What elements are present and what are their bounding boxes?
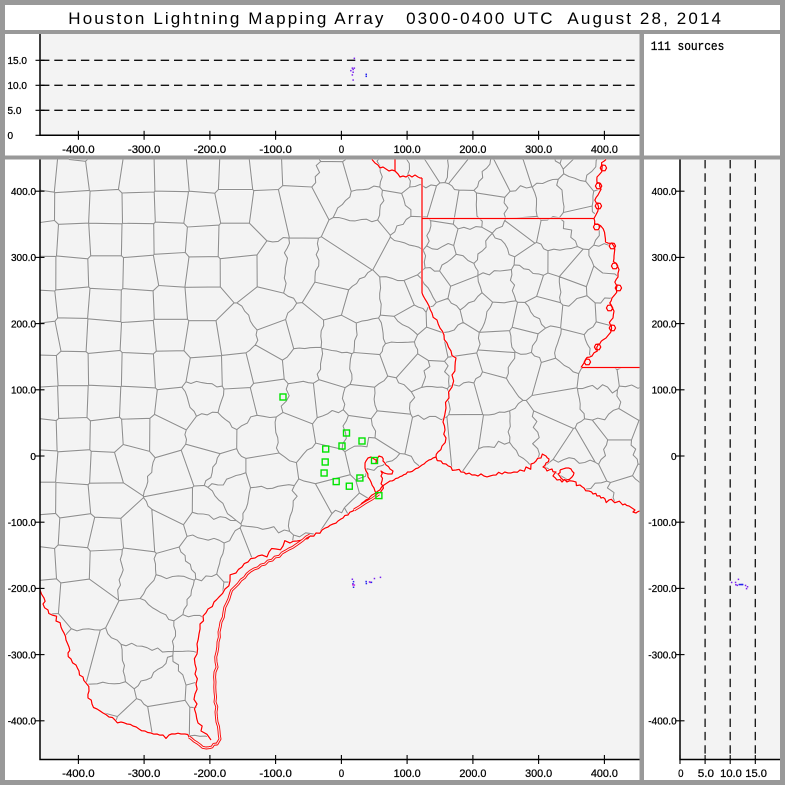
svg-text:-100.0: -100.0 [259,144,292,156]
svg-text:200.0: 200.0 [459,144,486,156]
svg-text:0: 0 [678,768,683,780]
svg-text:0: 0 [671,452,677,463]
svg-text:15.0: 15.0 [745,768,767,780]
svg-text:-100.0: -100.0 [259,768,292,780]
svg-text:100.0: 100.0 [652,386,677,397]
svg-text:Houston Lightning Mapping Arra: Houston Lightning Mapping Array 0300-040… [68,9,721,28]
svg-text:100.0: 100.0 [394,768,421,780]
svg-text:100.0: 100.0 [394,144,421,156]
svg-text:0: 0 [8,131,14,142]
svg-text:10.0: 10.0 [8,81,28,92]
svg-text:300.0: 300.0 [525,768,552,780]
svg-text:200.0: 200.0 [11,319,36,330]
svg-text:400.0: 400.0 [591,768,618,780]
svg-text:0: 0 [30,452,36,463]
svg-text:-300.0: -300.0 [128,768,161,780]
svg-text:-300.0: -300.0 [8,650,37,661]
svg-text:-400.0: -400.0 [8,717,37,728]
svg-text:300.0: 300.0 [11,253,36,264]
svg-text:400.0: 400.0 [11,187,36,198]
svg-text:400.0: 400.0 [652,187,677,198]
svg-text:400.0: 400.0 [591,144,618,156]
svg-text:-400.0: -400.0 [62,144,95,156]
svg-text:111 sources: 111 sources [651,39,725,54]
svg-text:200.0: 200.0 [652,319,677,330]
svg-text:-100.0: -100.0 [8,518,37,529]
svg-text:0: 0 [339,768,344,780]
svg-text:-200.0: -200.0 [194,144,227,156]
svg-text:-200.0: -200.0 [194,768,227,780]
svg-text:5.0: 5.0 [698,768,714,780]
svg-text:10.0: 10.0 [720,768,742,780]
svg-text:300.0: 300.0 [652,253,677,264]
svg-text:-200.0: -200.0 [648,584,677,595]
svg-text:300.0: 300.0 [525,144,552,156]
svg-text:-100.0: -100.0 [648,518,677,529]
svg-text:100.0: 100.0 [11,386,36,397]
svg-text:-200.0: -200.0 [8,584,37,595]
svg-text:-300.0: -300.0 [648,650,677,661]
svg-text:-400.0: -400.0 [62,768,95,780]
svg-text:200.0: 200.0 [459,768,486,780]
svg-text:0: 0 [339,144,344,156]
svg-text:5.0: 5.0 [8,106,22,117]
svg-text:-400.0: -400.0 [648,717,677,728]
svg-text:15.0: 15.0 [8,56,28,67]
svg-text:-300.0: -300.0 [128,144,161,156]
